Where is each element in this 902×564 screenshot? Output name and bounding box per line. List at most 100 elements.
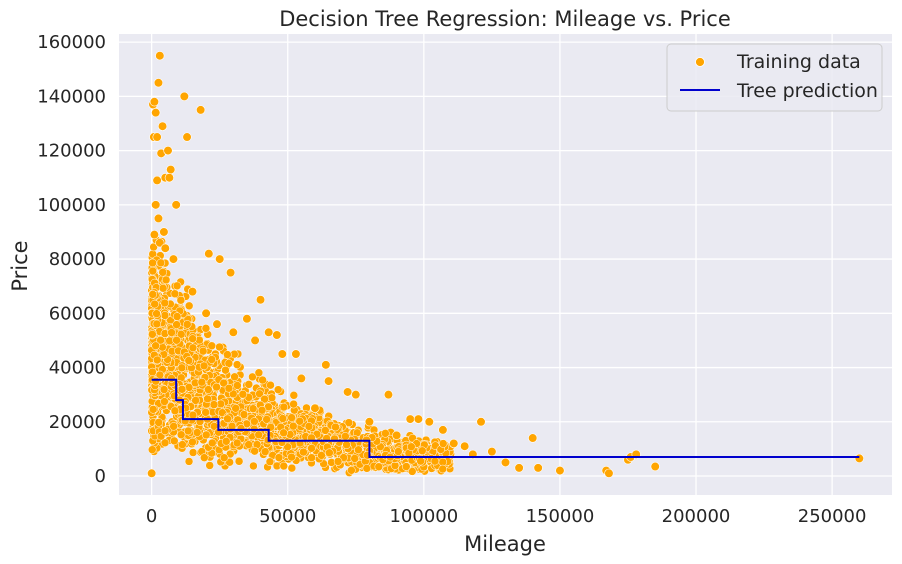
scatter-point [201,308,211,318]
scatter-point [148,405,158,414]
scatter-point [204,249,214,259]
scatter-point [460,441,470,451]
scatter-point [183,426,193,436]
scatter-point [854,453,864,463]
scatter-point [323,376,334,386]
scatter-point [170,406,180,416]
scatter-point [163,146,173,156]
scatter-point [164,173,174,183]
scatter-point [215,254,225,264]
scatter-point [344,418,354,427]
scatter-point [207,341,217,351]
scatter-point [277,438,287,447]
scatter-point [149,97,159,107]
scatter-point [201,430,211,440]
scatter-point [347,466,356,475]
x-axis-title: Mileage [464,532,546,556]
scatter-point [299,447,308,457]
scatter-point [192,428,202,437]
scatter-point [167,374,176,383]
scatter-point [148,367,157,377]
scatter-point [321,426,330,435]
scatter-points [147,51,864,478]
scatter-point [289,399,298,409]
scatter-point [242,314,252,324]
scatter-point [236,424,246,433]
y-tick-label: 120000 [37,141,106,162]
scatter-point [273,385,283,394]
y-tick-label: 100000 [37,195,106,216]
chart-title: Decision Tree Regression: Mileage vs. Pr… [279,7,731,31]
scatter-point [244,380,254,389]
scatter-point [231,404,240,413]
y-tick-label: 160000 [37,32,106,53]
scatter-point [204,385,213,394]
scatter-point [188,343,198,353]
scatter-point [219,453,229,462]
scatter-point [147,468,157,478]
scatter-point [152,319,162,329]
scatter-point [342,440,351,449]
scatter-point [169,422,178,431]
scatter-point [179,91,189,101]
scatter-point [333,457,343,466]
scatter-point [197,377,207,387]
scatter-point [438,439,448,448]
scatter-point [184,457,194,466]
scatter-point [310,403,320,413]
scatter-point [260,447,270,456]
scatter-point [153,78,164,88]
scatter-point [184,356,194,365]
scatter-point [362,464,372,473]
scatter-point [150,299,159,309]
scatter-point [250,417,259,426]
scatter-point [238,390,248,399]
scatter-point [267,393,277,402]
scatter-point [151,200,161,210]
scatter-point [183,320,192,329]
scatter-point [381,429,390,438]
scatter-point [248,404,258,413]
scatter-point [172,320,181,329]
scatter-point [223,350,232,359]
scatter-point [172,336,181,345]
scatter-point [272,330,282,340]
scatter-point [159,227,169,237]
scatter-point [221,437,231,446]
scatter-point [212,319,222,329]
scatter-point [650,461,660,472]
x-tick-label: 250000 [798,506,867,527]
scatter-point [354,445,363,454]
scatter-point [321,360,331,370]
scatter-point [255,295,266,305]
scatter-point [413,414,424,424]
tree-prediction-line [151,378,860,459]
scatter-point [154,418,163,427]
scatter-point [555,465,565,476]
scatter-point [152,132,162,142]
scatter-point [225,268,236,278]
scatter-point [405,414,415,424]
scatter-point [296,373,306,383]
y-axis-title: Price [8,240,32,291]
scatter-point [148,330,157,339]
scatter-point [244,440,253,449]
y-tick-label: 20000 [49,412,106,433]
scatter-point [383,390,394,400]
scatter-point [500,457,511,468]
x-tick-label: 150000 [526,506,595,527]
scatter-point [287,463,297,473]
scatter-point [514,463,524,473]
scatter-point [604,468,614,478]
scatter-point [487,447,497,457]
scatter-point [152,355,162,365]
scatter-point [191,396,200,405]
scatter-point [160,298,169,308]
x-tick-label: 0 [146,506,157,527]
scatter-point [219,378,228,388]
scatter-point [265,457,275,467]
scatter-point [307,444,316,453]
scatter-point [394,447,403,456]
scatter-point [307,453,316,462]
scatter-point [424,417,434,427]
